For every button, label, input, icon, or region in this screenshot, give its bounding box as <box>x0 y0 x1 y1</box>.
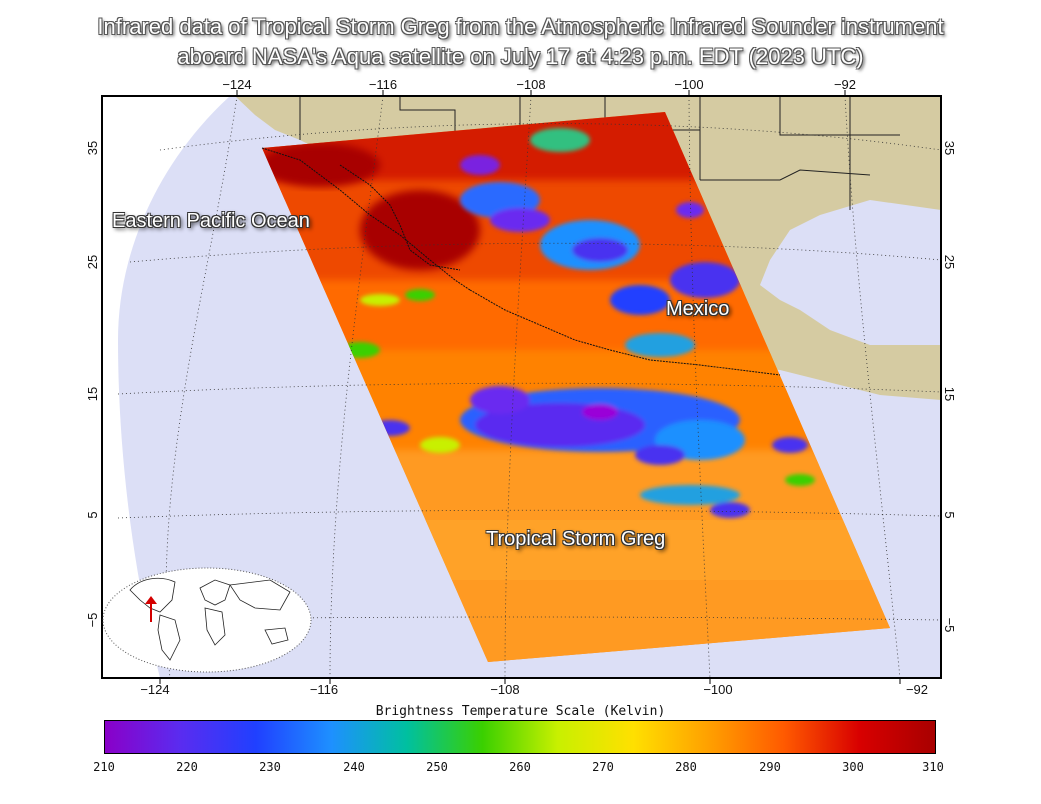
lat-label-left: 35 <box>85 141 100 155</box>
colorbar-tick-label: 240 <box>343 760 365 774</box>
colorbar-tick-label: 280 <box>675 760 697 774</box>
colorbar-tick-label: 290 <box>759 760 781 774</box>
map-title-line-1: Infrared data of Tropical Storm Greg fro… <box>97 14 944 39</box>
lon-label-bottom: −92 <box>906 682 928 697</box>
country-label: Mexico <box>666 298 730 320</box>
longitude-labels-top: −124 −116 −108 −100 −92 <box>222 77 856 92</box>
colorbar-tick-label: 310 <box>922 760 944 774</box>
lat-label-left: −5 <box>85 613 100 628</box>
colorbar-tick-label: 250 <box>426 760 448 774</box>
lon-label-bottom: −100 <box>703 682 732 697</box>
lon-label-top: −92 <box>834 77 856 92</box>
map-frame-border <box>101 95 942 679</box>
ticks <box>159 90 901 684</box>
lat-label-right: 35 <box>942 141 957 155</box>
colorbar-tick-label: 270 <box>592 760 614 774</box>
lon-label-top: −108 <box>516 77 545 92</box>
colorbar-tick-label: 220 <box>176 760 198 774</box>
lat-label-right: 15 <box>942 387 957 401</box>
lon-label-top: −100 <box>674 77 703 92</box>
colorbar-tick-label: 300 <box>842 760 864 774</box>
coastlines <box>261 147 781 376</box>
latitude-labels-left: 35 25 15 5 −5 <box>85 141 100 628</box>
lon-label-top: −116 <box>369 77 397 92</box>
map-title-line-2: aboard NASA's Aqua satellite on July 17 … <box>177 44 864 69</box>
lat-label-left: 25 <box>85 255 100 269</box>
latitude-labels-right: 35 25 15 5 −5 <box>942 141 957 633</box>
lat-label-right: 25 <box>942 255 957 269</box>
lon-label-bottom: −116 <box>310 682 338 697</box>
lon-label-bottom: −108 <box>490 682 519 697</box>
lat-label-left: 15 <box>85 387 100 401</box>
lat-label-left: 5 <box>85 511 100 518</box>
storm-label: Tropical Storm Greg <box>486 528 666 550</box>
lat-label-right: 5 <box>942 511 957 518</box>
inset-globe <box>102 567 312 673</box>
longitude-labels-bottom: −124 −116 −108 −100 −92 <box>140 682 928 697</box>
lat-label-right: −5 <box>942 618 957 633</box>
colorbar <box>104 720 936 754</box>
colorbar-tick-label: 230 <box>259 760 281 774</box>
colorbar-title: Brightness Temperature Scale (Kelvin) <box>375 704 666 719</box>
colorbar-tick-label: 260 <box>509 760 531 774</box>
ocean-label: Eastern Pacific Ocean <box>112 210 310 232</box>
lon-label-top: −124 <box>222 77 251 92</box>
colorbar-tick-label: 210 <box>93 760 115 774</box>
lon-label-bottom: −124 <box>140 682 169 697</box>
